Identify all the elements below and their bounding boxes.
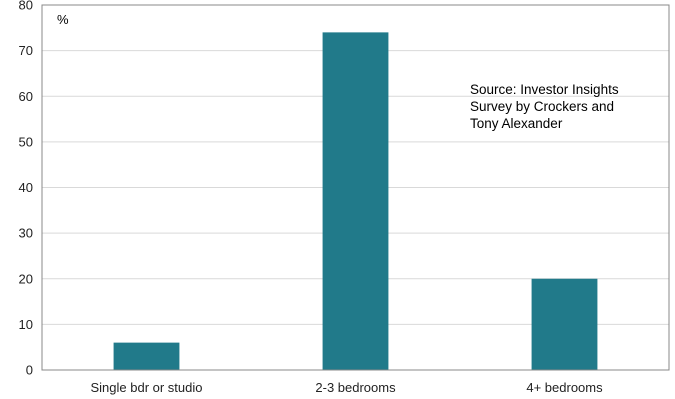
- x-category-label: 2-3 bedrooms: [315, 380, 396, 395]
- y-tick-label: 20: [19, 271, 33, 286]
- y-unit-label: %: [57, 12, 69, 27]
- x-category-label: Single bdr or studio: [90, 380, 202, 395]
- source-note-line: Survey by Crockers and: [470, 99, 614, 114]
- y-tick-label: 40: [19, 180, 33, 195]
- y-tick-label: 30: [19, 226, 33, 241]
- bar: [531, 278, 598, 370]
- plot-area-frame: [41, 4, 670, 371]
- source-note-line: Source: Investor Insights: [470, 82, 619, 97]
- bar: [322, 32, 389, 370]
- y-tick-label: 0: [26, 363, 33, 378]
- y-tick-label: 70: [19, 43, 33, 58]
- y-tick-label: 10: [19, 317, 33, 332]
- y-tick-label: 60: [19, 89, 33, 104]
- x-category-label: 4+ bedrooms: [526, 380, 603, 395]
- bar: [113, 342, 180, 370]
- y-tick-label: 80: [19, 0, 33, 13]
- source-note-line: Tony Alexander: [470, 116, 563, 131]
- y-tick-label: 50: [19, 134, 33, 149]
- y-axis-ticks: 0 10 20 30 40 50 60 70 80: [19, 0, 33, 378]
- source-annotation: Source: Investor Insights Survey by Crock…: [470, 82, 619, 131]
- bars: [113, 32, 598, 370]
- x-axis-labels: Single bdr or studio 2-3 bedrooms 4+ bedro…: [90, 380, 603, 395]
